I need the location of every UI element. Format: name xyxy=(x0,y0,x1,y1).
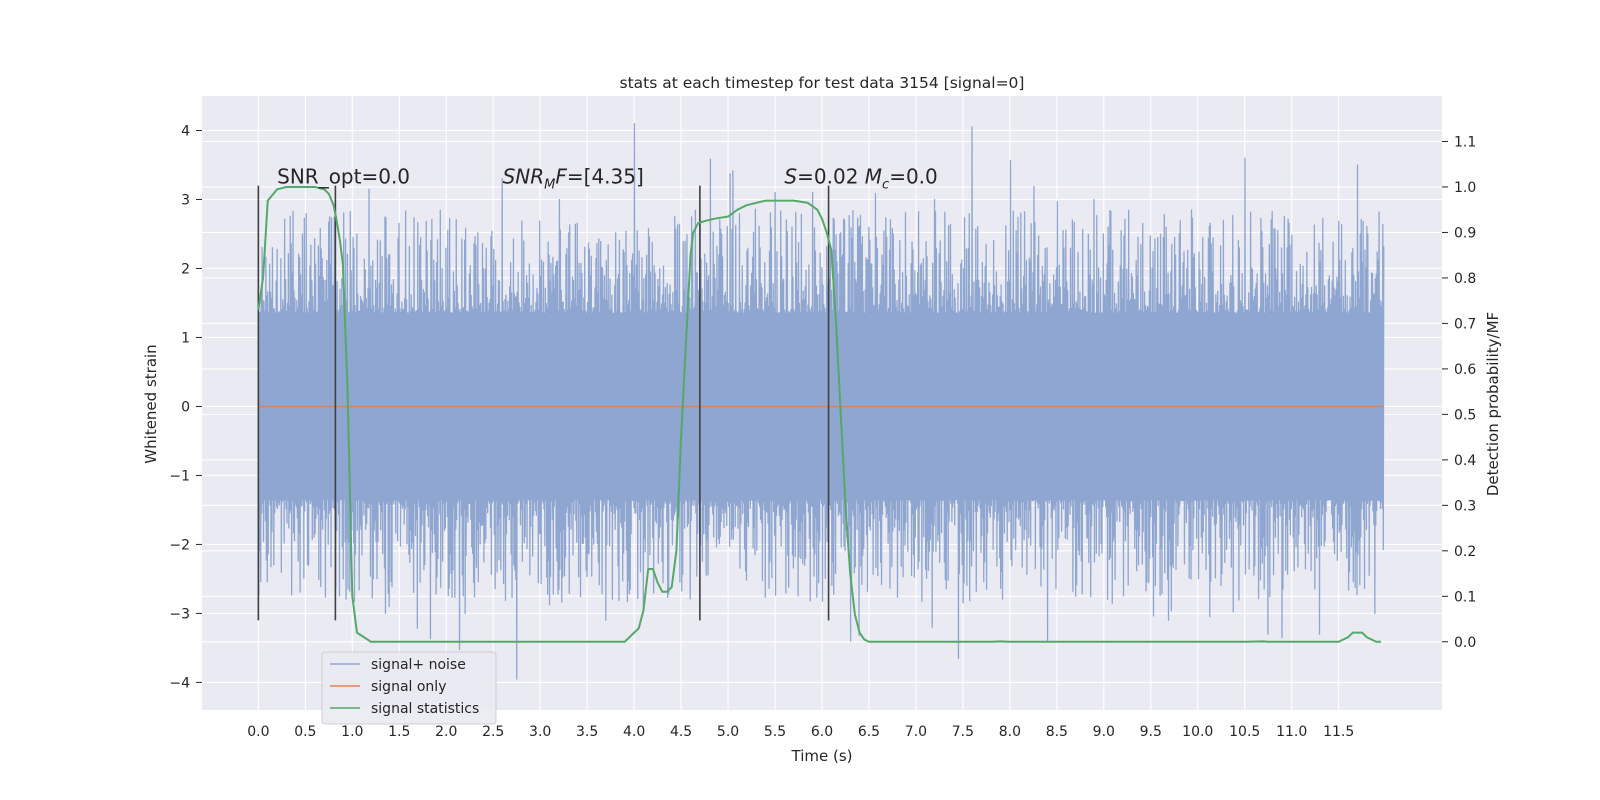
y-right-tick-label: 0.2 xyxy=(1454,544,1476,560)
y-left-tick-label: −2 xyxy=(169,537,190,553)
y-right-axis-ticks: 0.0 0.1 0.2 0.3 0.4 0.5 0.6 0.7 0.8 0.9 1.0 1.1 xyxy=(1442,134,1476,651)
x-tick-label: 2.0 xyxy=(435,724,457,740)
annotations: SNR_opt=0.0 SNRMF=[4.35] S=0.02 Mc=0.0 xyxy=(277,165,938,193)
series-signal-statistics xyxy=(257,185,1381,643)
annotation-part: =[4.35] xyxy=(567,165,644,189)
annotation-part: SNR xyxy=(503,165,545,189)
legend-box xyxy=(321,651,497,725)
x-tick-label: 1.5 xyxy=(388,724,410,740)
signal-statistics-line xyxy=(257,185,1381,643)
y-left-tick-label: −1 xyxy=(169,468,190,484)
annotation-part: =0.0 xyxy=(889,165,938,189)
y-left-tick-label: −3 xyxy=(169,606,190,622)
y-right-tick-label: 0.1 xyxy=(1454,589,1476,605)
x-tick-label: 6.5 xyxy=(858,724,880,740)
y-right-tick-label: 0.6 xyxy=(1454,362,1476,378)
y-right-tick-label: 0.3 xyxy=(1454,498,1476,514)
y-left-axis-ticks: −4 −3 −2 −1 0 1 2 3 4 xyxy=(169,123,202,691)
annotation-part: c xyxy=(882,178,889,193)
y-left-tick-label: −4 xyxy=(169,675,190,691)
x-axis-label: Time (s) xyxy=(791,747,853,765)
x-tick-label: 8.5 xyxy=(1046,724,1068,740)
x-tick-label: 4.5 xyxy=(670,724,692,740)
y-left-tick-label: 0 xyxy=(181,399,190,415)
x-tick-label: 9.0 xyxy=(1093,724,1115,740)
y-left-tick-label: 3 xyxy=(181,192,190,208)
y-right-axis-label: Detection probability/MF xyxy=(1484,312,1502,496)
annotation-snr-mf: SNRMF=[4.35] xyxy=(503,165,644,193)
chart-title: stats at each timestep for test data 315… xyxy=(620,74,1025,92)
x-tick-label: 5.0 xyxy=(717,724,739,740)
x-axis-ticks: 0.0 0.5 1.0 1.5 2.0 2.5 3.0 3.5 4.0 4.5 5.0 5.5 6.0 6… xyxy=(247,724,1354,740)
y-left-tick-label: 4 xyxy=(181,123,190,139)
x-tick-label: 11.5 xyxy=(1323,724,1354,740)
y-right-tick-label: 1.1 xyxy=(1454,134,1476,150)
annotation-part: S xyxy=(784,165,797,189)
event-marker-lines xyxy=(257,185,830,621)
y-right-tick-label: 0.7 xyxy=(1454,316,1476,332)
x-tick-label: 4.0 xyxy=(623,724,645,740)
y-right-tick-label: 0.5 xyxy=(1454,407,1476,423)
y-left-tick-label: 2 xyxy=(181,261,190,277)
x-tick-label: 10.5 xyxy=(1229,724,1260,740)
y-right-tick-label: 0.9 xyxy=(1454,225,1476,241)
y-left-tick-label: 1 xyxy=(181,330,190,346)
legend-label-signal-statistics: signal statistics xyxy=(371,701,479,717)
legend-label-signal-noise: signal+ noise xyxy=(371,657,466,673)
legend-label-signal-only: signal only xyxy=(371,679,446,695)
x-tick-label: 5.5 xyxy=(764,724,786,740)
annotation-part: F xyxy=(555,165,567,189)
legend: signal+ noise signal only signal statist… xyxy=(321,651,497,725)
x-tick-label: 3.5 xyxy=(576,724,598,740)
annotation-part: =0.02 xyxy=(797,165,865,189)
x-tick-label: 11.0 xyxy=(1276,724,1307,740)
y-left-axis-label: Whitened strain xyxy=(142,344,160,463)
x-tick-label: 0.0 xyxy=(247,724,269,740)
y-right-tick-label: 0.4 xyxy=(1454,453,1476,469)
annotation-part: SNR_opt=0.0 xyxy=(277,165,410,189)
x-tick-label: 8.0 xyxy=(999,724,1021,740)
annotation-part: M xyxy=(544,178,555,193)
x-tick-label: 9.5 xyxy=(1140,724,1162,740)
x-tick-label: 7.0 xyxy=(905,724,927,740)
x-tick-label: 1.0 xyxy=(341,724,363,740)
y-right-tick-label: 0.0 xyxy=(1454,635,1476,651)
noise-trace xyxy=(257,122,1385,680)
x-tick-label: 0.5 xyxy=(294,724,316,740)
y-right-tick-label: 1.0 xyxy=(1454,180,1476,196)
x-tick-label: 10.0 xyxy=(1182,724,1213,740)
annotation-snr-opt: SNR_opt=0.0 xyxy=(277,165,410,189)
annotation-part: M xyxy=(865,165,882,189)
x-tick-label: 6.0 xyxy=(811,724,833,740)
annotation-s-mc: S=0.02 Mc=0.0 xyxy=(784,165,937,193)
x-tick-label: 3.0 xyxy=(529,724,551,740)
x-tick-label: 2.5 xyxy=(482,724,504,740)
y-right-tick-label: 0.8 xyxy=(1454,271,1476,287)
x-tick-label: 7.5 xyxy=(952,724,974,740)
